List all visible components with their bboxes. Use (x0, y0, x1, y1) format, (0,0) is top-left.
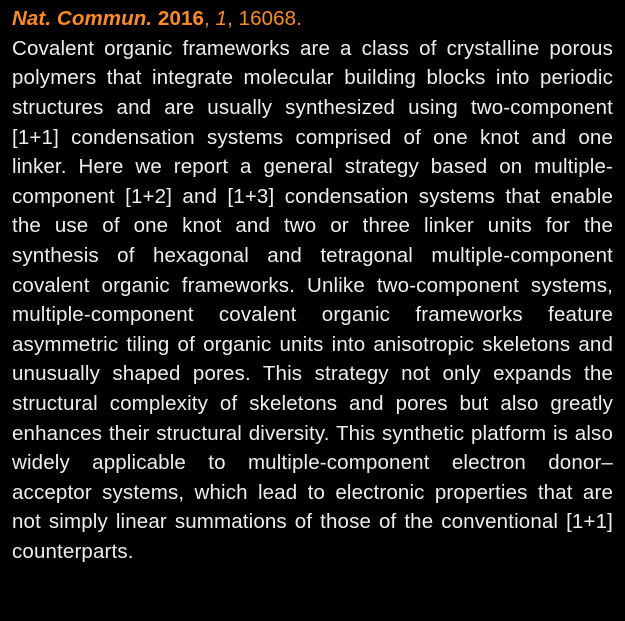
citation-journal: Nat. Commun. (12, 7, 152, 30)
citation-page: 16068 (239, 7, 297, 30)
citation-volume: 1 (216, 7, 228, 30)
abstract-text: Covalent organic frameworks are a class … (12, 34, 613, 567)
text-block-container: Nat. Commun. 2016, 1, 16068. Covalent or… (0, 0, 625, 577)
citation-year: 2016 (158, 7, 204, 30)
citation-line: Nat. Commun. 2016, 1, 16068. (12, 7, 302, 30)
